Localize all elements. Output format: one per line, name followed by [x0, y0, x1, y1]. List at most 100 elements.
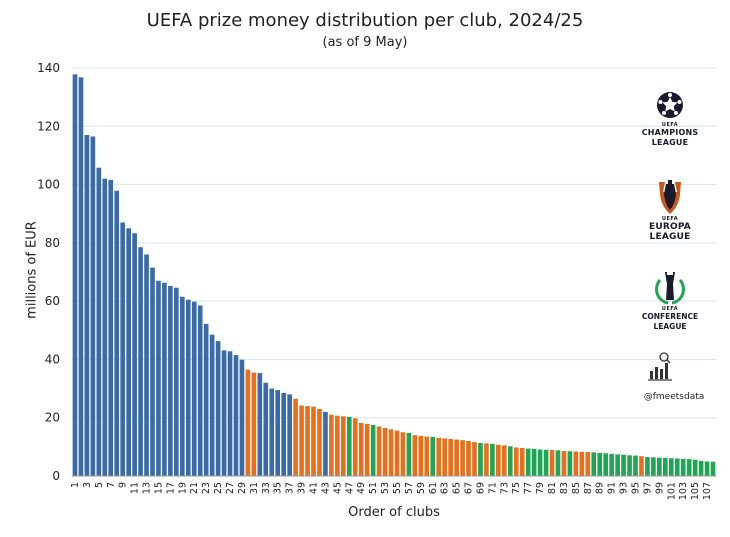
- x-tick-label: 101: [666, 482, 677, 500]
- bar: [90, 136, 96, 476]
- bar: [585, 452, 591, 476]
- bar: [525, 448, 531, 476]
- bar: [108, 179, 114, 476]
- bar: [519, 448, 525, 476]
- legend-name-label: EUROPA: [649, 222, 691, 232]
- bar: [454, 439, 459, 476]
- bar: [680, 458, 686, 476]
- x-tick-label: 77: [523, 482, 534, 494]
- x-tick-label: 23: [201, 482, 212, 494]
- bar: [442, 438, 448, 476]
- bar: [597, 452, 603, 476]
- x-tick-label: 63: [440, 482, 451, 494]
- bar: [156, 280, 161, 476]
- x-tick-label: 71: [487, 482, 498, 494]
- x-tick-label: 1: [70, 482, 81, 488]
- legend-uefa-label: UEFA: [661, 306, 679, 312]
- bar: [257, 373, 263, 476]
- y-tick-label: 100: [37, 178, 60, 192]
- bar: [436, 437, 442, 476]
- bar: [394, 430, 400, 476]
- x-tick-label: 105: [690, 482, 701, 500]
- legend-uefa-label: UEFA: [661, 122, 679, 128]
- legend-name2-label: LEAGUE: [649, 232, 691, 242]
- bar: [549, 450, 555, 476]
- bar: [126, 228, 131, 476]
- bar: [269, 388, 275, 476]
- x-tick-label: 41: [309, 482, 320, 494]
- x-tick-label: 7: [106, 482, 117, 488]
- bar: [388, 429, 394, 476]
- x-tick-label: 107: [702, 482, 713, 500]
- bar: [209, 334, 215, 476]
- x-tick-label: 25: [213, 482, 224, 494]
- x-tick-label: 61: [428, 482, 439, 494]
- bar: [633, 455, 638, 476]
- bar: [561, 450, 567, 476]
- bar: [150, 267, 155, 476]
- x-tick-label: 27: [225, 482, 236, 494]
- europa-league-logo-icon: [659, 180, 681, 214]
- x-tick-label: 97: [642, 482, 653, 494]
- bar: [138, 247, 143, 476]
- y-tick-label: 80: [45, 236, 60, 250]
- bar: [162, 282, 167, 476]
- x-tick-label: 73: [499, 482, 510, 494]
- bar: [627, 455, 632, 476]
- bar: [674, 458, 680, 476]
- champions-league-logo-icon: [657, 92, 683, 118]
- bar: [400, 432, 406, 476]
- x-tick-label: 75: [511, 482, 522, 494]
- x-tick-label: 49: [356, 482, 367, 494]
- bar: [609, 453, 614, 476]
- x-tick-label: 11: [130, 482, 141, 494]
- bar: [317, 408, 322, 476]
- x-tick-label: 43: [320, 482, 331, 494]
- bar: [305, 406, 310, 476]
- bar: [555, 450, 561, 476]
- bar: [460, 440, 465, 476]
- bar: [263, 382, 269, 476]
- y-tick-label: 40: [45, 352, 60, 366]
- x-tick-label: 37: [285, 482, 296, 494]
- y-tick-label: 60: [45, 294, 60, 308]
- legend-item-europa-league: UEFA EUROPA LEAGUE: [615, 216, 725, 242]
- bar: [496, 444, 501, 476]
- legend-item-champions-league: UEFA CHAMPIONS LEAGUE: [615, 122, 725, 148]
- x-tick-label: 59: [416, 482, 427, 494]
- bars: [72, 74, 716, 477]
- bar: [501, 445, 507, 476]
- x-tick-label: 19: [177, 482, 188, 494]
- bar: [114, 190, 120, 477]
- bar: [662, 457, 668, 476]
- bar: [668, 458, 674, 476]
- x-tick-label: 95: [631, 482, 642, 494]
- bar: [412, 435, 418, 476]
- bar: [364, 423, 370, 476]
- x-tick-label: 39: [297, 482, 308, 494]
- x-tick-label: 45: [332, 482, 343, 494]
- legend-name2-label: LEAGUE: [651, 138, 689, 147]
- x-tick-label: 47: [344, 482, 355, 494]
- x-tick-label: 53: [380, 482, 391, 494]
- bar: [233, 355, 239, 476]
- x-tick-label: 51: [368, 482, 379, 494]
- bar: [639, 456, 644, 476]
- legend-name-label: CHAMPIONS: [641, 128, 699, 137]
- bar: [370, 425, 376, 476]
- y-tick-label: 20: [45, 411, 60, 425]
- bar: [311, 406, 316, 476]
- bar: [430, 436, 436, 476]
- bar: [358, 422, 364, 476]
- bar: [466, 441, 471, 476]
- bar: [179, 296, 185, 476]
- bar: [281, 392, 287, 476]
- credit-handle: @fmeetsdata: [643, 392, 705, 402]
- bar: [340, 416, 346, 476]
- bar: [704, 461, 710, 476]
- bar: [382, 427, 388, 476]
- x-tick-label: 3: [82, 482, 93, 488]
- bar: [335, 415, 340, 476]
- legend-name2-label: LEAGUE: [653, 322, 687, 331]
